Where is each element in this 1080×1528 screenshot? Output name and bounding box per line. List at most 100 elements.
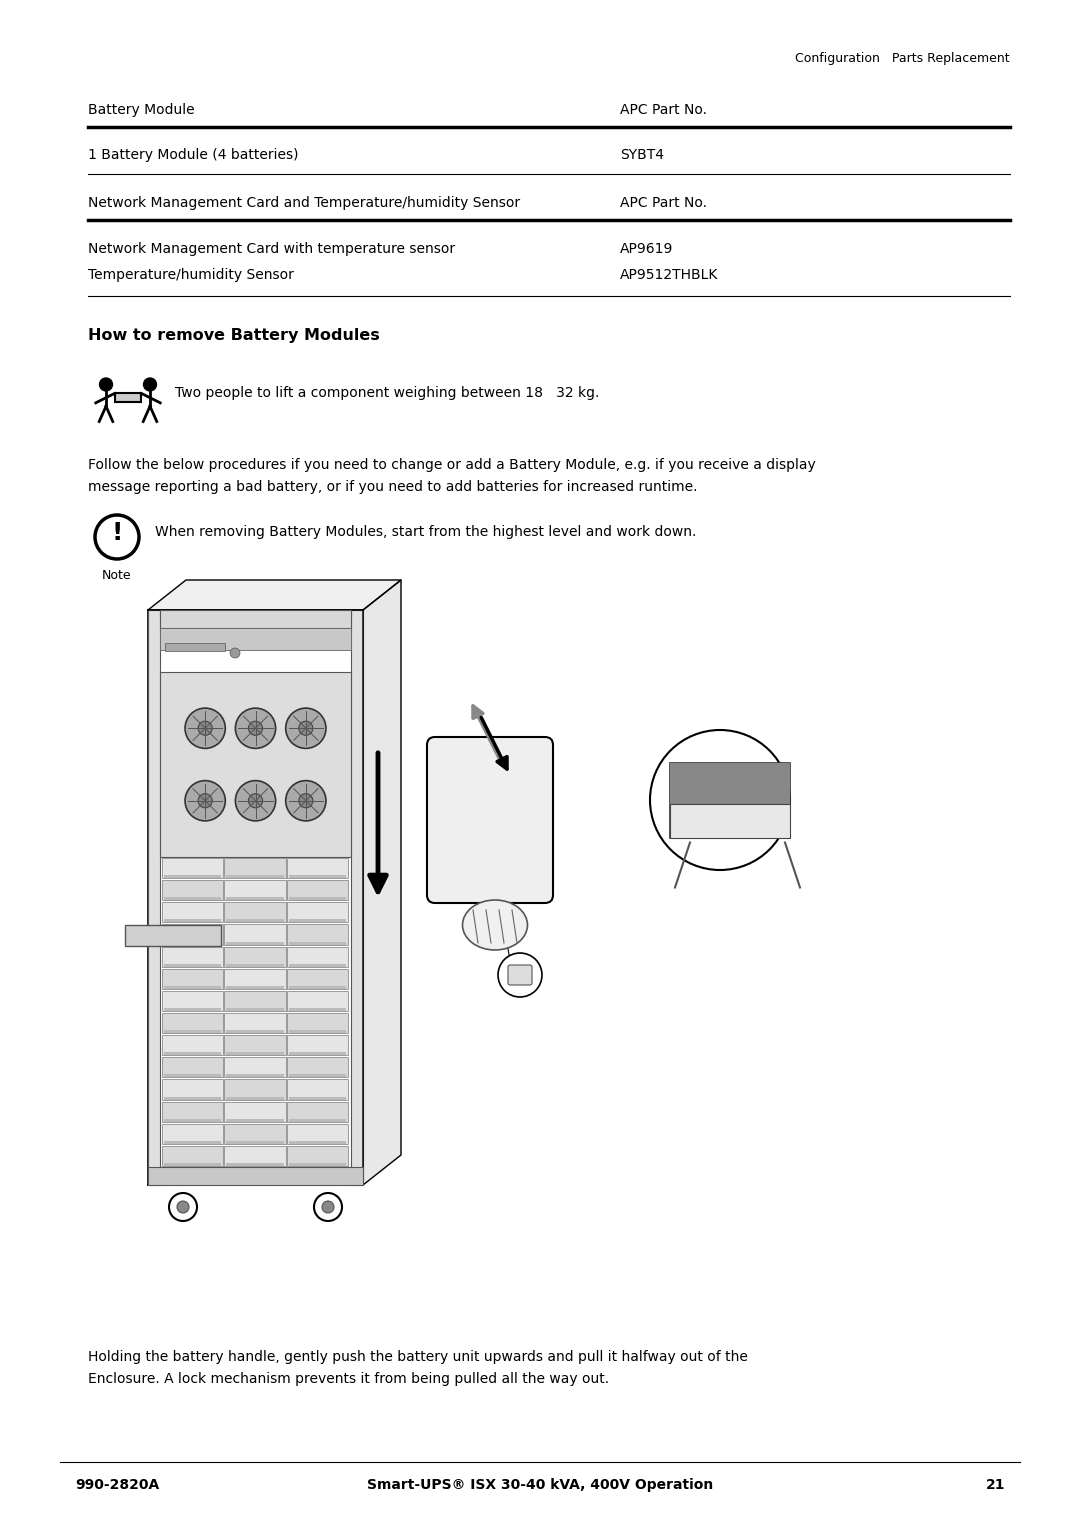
Text: message reporting a bad battery, or if you need to add batteries for increased r: message reporting a bad battery, or if y… bbox=[87, 480, 698, 494]
Bar bbox=[227, 1030, 284, 1033]
Bar bbox=[164, 1008, 221, 1012]
Bar bbox=[164, 1163, 221, 1166]
Bar bbox=[164, 964, 221, 967]
Bar bbox=[225, 946, 286, 967]
Bar bbox=[227, 876, 284, 879]
Text: Temperature/humidity Sensor: Temperature/humidity Sensor bbox=[87, 267, 294, 283]
Bar bbox=[286, 1102, 348, 1122]
Bar bbox=[760, 762, 774, 804]
Bar bbox=[225, 1034, 286, 1056]
Bar bbox=[288, 897, 346, 900]
Bar bbox=[160, 628, 351, 649]
Bar bbox=[162, 903, 224, 923]
Bar bbox=[227, 920, 284, 923]
Bar bbox=[162, 1034, 224, 1056]
Bar bbox=[164, 920, 221, 923]
Bar bbox=[227, 1118, 284, 1122]
Bar bbox=[286, 1057, 348, 1077]
Circle shape bbox=[95, 515, 139, 559]
Bar bbox=[288, 1097, 346, 1100]
Bar bbox=[225, 1057, 286, 1077]
Polygon shape bbox=[363, 581, 401, 1186]
Bar bbox=[288, 1163, 346, 1166]
Circle shape bbox=[168, 1193, 197, 1221]
Bar bbox=[164, 1118, 221, 1122]
Bar bbox=[227, 1097, 284, 1100]
Bar bbox=[225, 859, 286, 879]
Bar bbox=[225, 880, 286, 900]
Text: 990-2820A: 990-2820A bbox=[75, 1478, 159, 1491]
Bar bbox=[225, 1146, 286, 1166]
Bar bbox=[227, 1163, 284, 1166]
Bar bbox=[225, 924, 286, 944]
Bar bbox=[288, 1141, 346, 1144]
FancyBboxPatch shape bbox=[508, 966, 532, 986]
Text: Two people to lift a component weighing between 18   32 kg.: Two people to lift a component weighing … bbox=[175, 387, 599, 400]
Bar bbox=[225, 1123, 286, 1144]
Bar bbox=[745, 762, 759, 804]
Bar bbox=[286, 1146, 348, 1166]
Circle shape bbox=[230, 648, 240, 659]
Text: AP9512THBLK: AP9512THBLK bbox=[620, 267, 718, 283]
Bar bbox=[286, 969, 348, 989]
Circle shape bbox=[248, 721, 262, 735]
Circle shape bbox=[99, 377, 112, 391]
Bar bbox=[288, 920, 346, 923]
Bar bbox=[288, 1008, 346, 1012]
Circle shape bbox=[198, 721, 212, 735]
Circle shape bbox=[314, 1193, 342, 1221]
Bar bbox=[227, 897, 284, 900]
Bar bbox=[143, 605, 418, 1206]
Text: Note: Note bbox=[103, 568, 132, 582]
Text: Battery Module: Battery Module bbox=[87, 102, 194, 118]
Circle shape bbox=[299, 721, 313, 735]
Bar bbox=[288, 1053, 346, 1056]
Bar bbox=[288, 1030, 346, 1033]
Bar bbox=[286, 1013, 348, 1033]
Circle shape bbox=[144, 377, 157, 391]
Bar bbox=[775, 762, 789, 804]
Circle shape bbox=[299, 793, 313, 808]
Bar bbox=[670, 762, 789, 837]
Bar bbox=[148, 1167, 363, 1186]
Bar bbox=[286, 859, 348, 879]
Text: Holding the battery handle, gently push the battery unit upwards and pull it hal: Holding the battery handle, gently push … bbox=[87, 1351, 747, 1365]
Circle shape bbox=[286, 707, 326, 749]
Bar bbox=[164, 1030, 221, 1033]
Bar bbox=[164, 1141, 221, 1144]
Bar bbox=[225, 1079, 286, 1100]
Bar bbox=[286, 990, 348, 1012]
Circle shape bbox=[177, 1201, 189, 1213]
Circle shape bbox=[185, 781, 226, 821]
Bar bbox=[288, 964, 346, 967]
Text: !: ! bbox=[111, 521, 123, 545]
Ellipse shape bbox=[462, 900, 527, 950]
Text: Configuration   Parts Replacement: Configuration Parts Replacement bbox=[795, 52, 1010, 66]
Bar bbox=[730, 762, 744, 804]
Bar bbox=[162, 1102, 224, 1122]
Text: AP9619: AP9619 bbox=[620, 241, 673, 257]
Bar bbox=[148, 610, 160, 1186]
Bar bbox=[288, 1118, 346, 1122]
Bar bbox=[225, 903, 286, 923]
Bar bbox=[162, 1079, 224, 1100]
Bar bbox=[162, 924, 224, 944]
Polygon shape bbox=[148, 581, 401, 610]
Bar bbox=[227, 1141, 284, 1144]
Circle shape bbox=[198, 793, 212, 808]
Bar bbox=[288, 941, 346, 944]
Circle shape bbox=[235, 707, 275, 749]
Bar bbox=[286, 1123, 348, 1144]
Bar bbox=[286, 924, 348, 944]
Bar bbox=[286, 903, 348, 923]
Bar bbox=[164, 876, 221, 879]
Bar bbox=[162, 969, 224, 989]
Bar bbox=[125, 926, 221, 946]
Bar bbox=[227, 1008, 284, 1012]
Bar bbox=[114, 393, 141, 402]
Text: APC Part No.: APC Part No. bbox=[620, 102, 707, 118]
Bar bbox=[700, 762, 715, 804]
Bar bbox=[162, 1123, 224, 1144]
Circle shape bbox=[286, 781, 326, 821]
Bar bbox=[685, 762, 700, 804]
